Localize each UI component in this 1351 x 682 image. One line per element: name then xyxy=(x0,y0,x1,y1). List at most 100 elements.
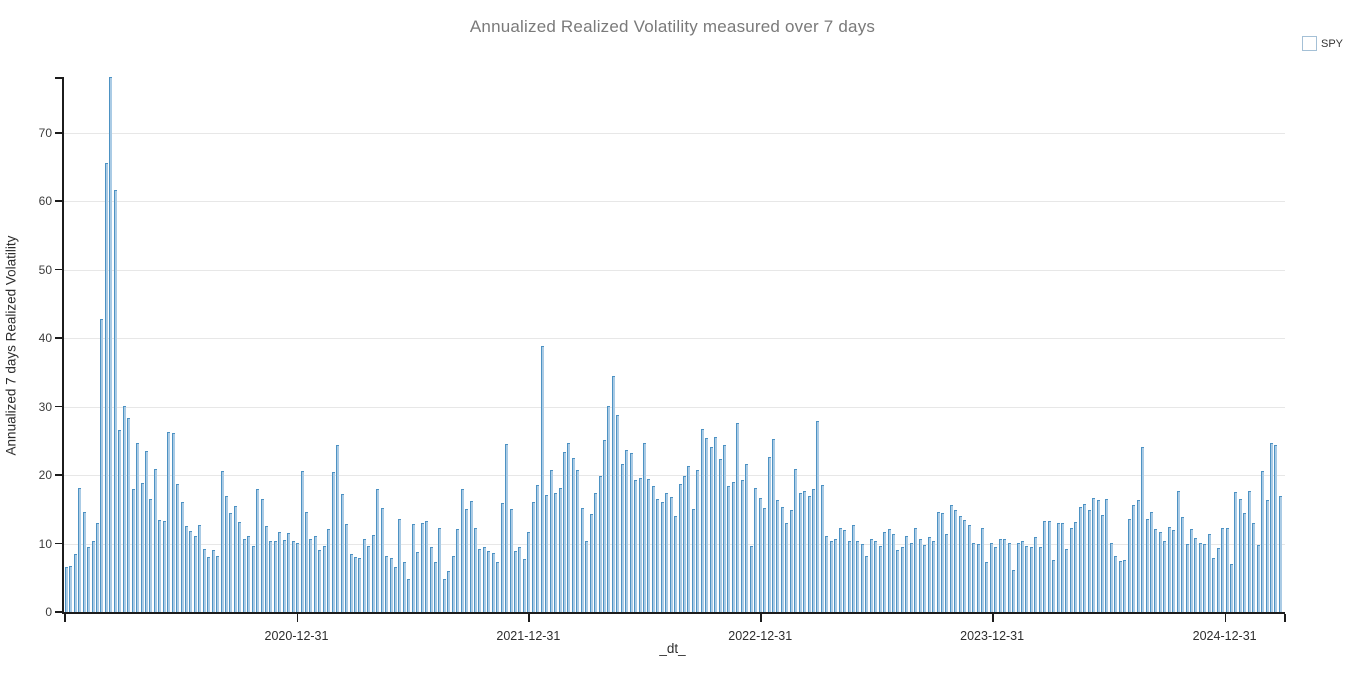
volatility-bar xyxy=(1176,491,1180,612)
volatility-bar xyxy=(460,488,464,612)
x-axis-title: _dt_ xyxy=(659,641,686,656)
volatility-bar xyxy=(336,445,340,612)
volatility-bar xyxy=(411,524,415,612)
y-axis-tick xyxy=(55,268,62,271)
volatility-bar xyxy=(1074,522,1078,612)
volatility-bar xyxy=(1230,564,1233,612)
volatility-bar xyxy=(874,541,878,612)
volatility-bar xyxy=(260,498,264,612)
volatility-bar xyxy=(789,509,793,612)
volatility-bar xyxy=(153,469,157,612)
chart-title: Annualized Realized Volatility measured … xyxy=(469,17,876,36)
volatility-bar xyxy=(807,496,811,612)
volatility-bar xyxy=(1020,541,1024,612)
legend-item-spy[interactable]: SPY xyxy=(1301,36,1343,51)
volatility-bar xyxy=(1025,546,1029,612)
volatility-bar xyxy=(398,519,402,612)
volatility-bar xyxy=(509,509,513,612)
volatility-bar xyxy=(1163,540,1167,612)
volatility-bar xyxy=(758,498,762,612)
volatility-bar xyxy=(776,500,780,612)
volatility-bar xyxy=(1265,500,1269,612)
volatility-bar xyxy=(220,470,224,612)
volatility-bar xyxy=(193,536,197,612)
volatility-bar xyxy=(1221,527,1225,612)
volatility-bar xyxy=(963,519,967,612)
volatility-bar xyxy=(327,528,331,612)
volatility-bar xyxy=(96,523,100,612)
volatility-bar xyxy=(883,532,887,612)
volatility-bar xyxy=(803,491,807,612)
volatility-bar xyxy=(367,546,371,612)
volatility-bar xyxy=(362,539,366,612)
volatility-bar xyxy=(687,465,691,612)
volatility-bar xyxy=(567,442,571,612)
volatility-bar xyxy=(625,449,629,612)
volatility-bar xyxy=(852,525,855,612)
volatility-bar xyxy=(144,450,148,612)
volatility-bar xyxy=(918,539,922,612)
y-axis-title: Annualized 7 days Realized Volatility xyxy=(3,235,19,456)
volatility-bar xyxy=(1016,542,1020,612)
volatility-bar xyxy=(64,566,68,612)
volatility-bar xyxy=(456,528,460,612)
volatility-bar xyxy=(380,507,384,612)
volatility-bar xyxy=(1194,538,1198,612)
volatility-bar xyxy=(892,534,896,612)
volatility-bar xyxy=(247,535,251,612)
volatility-bar xyxy=(176,484,180,612)
volatility-bar xyxy=(736,422,740,612)
volatility-bar xyxy=(1189,528,1193,612)
volatility-bar xyxy=(1203,543,1207,612)
volatility-bar xyxy=(900,547,904,612)
volatility-bar xyxy=(878,546,882,612)
x-tick-label: 2021-12-31 xyxy=(496,629,561,643)
volatility-bar xyxy=(1158,532,1162,612)
x-tick-label: 2022-12-31 xyxy=(728,629,793,643)
y-axis-tick xyxy=(55,200,62,202)
x-axis-tick xyxy=(760,614,762,622)
volatility-bar xyxy=(87,547,91,612)
legend-label: SPY xyxy=(1320,37,1343,50)
volatility-bar xyxy=(313,535,317,612)
volatility-bar xyxy=(1007,542,1011,612)
volatility-bar xyxy=(731,482,735,612)
volatility-bar xyxy=(602,439,606,612)
volatility-bar xyxy=(385,555,389,612)
volatility-bar xyxy=(402,561,406,612)
y-axis-top-cap xyxy=(55,77,64,79)
volatility-bar xyxy=(1052,559,1056,612)
volatility-bar xyxy=(242,539,246,612)
volatility-bar xyxy=(1101,515,1105,612)
volatility-bar xyxy=(1278,496,1282,612)
volatility-bar xyxy=(522,559,526,612)
volatility-bar xyxy=(171,433,175,612)
volatility-bar xyxy=(945,534,949,612)
volatility-bar xyxy=(754,487,758,612)
volatility-bar xyxy=(1047,521,1051,612)
volatility-bar xyxy=(1136,500,1140,612)
volatility-bar xyxy=(611,376,615,612)
volatility-bar xyxy=(656,499,660,612)
volatility-bar xyxy=(1149,512,1153,612)
volatility-bar xyxy=(585,541,589,612)
volatility-bar xyxy=(1274,445,1278,612)
volatility-bar xyxy=(678,484,682,612)
volatility-bar xyxy=(136,442,140,612)
volatility-bar xyxy=(1207,533,1211,612)
volatility-bar xyxy=(629,452,633,612)
y-tick-label: 40 xyxy=(38,331,52,346)
volatility-bar xyxy=(954,510,958,612)
volatility-bar xyxy=(847,541,851,612)
volatility-bar xyxy=(794,468,798,612)
volatility-bar xyxy=(309,539,313,612)
volatility-bar xyxy=(607,405,611,612)
volatility-bar xyxy=(198,524,202,612)
volatility-bar xyxy=(1038,546,1042,612)
volatility-bar xyxy=(643,443,646,612)
volatility-bar xyxy=(709,446,713,612)
volatility-bar xyxy=(1256,545,1260,612)
volatility-bar xyxy=(82,511,86,612)
volatility-bar xyxy=(1216,548,1220,612)
volatility-bar xyxy=(820,485,824,612)
